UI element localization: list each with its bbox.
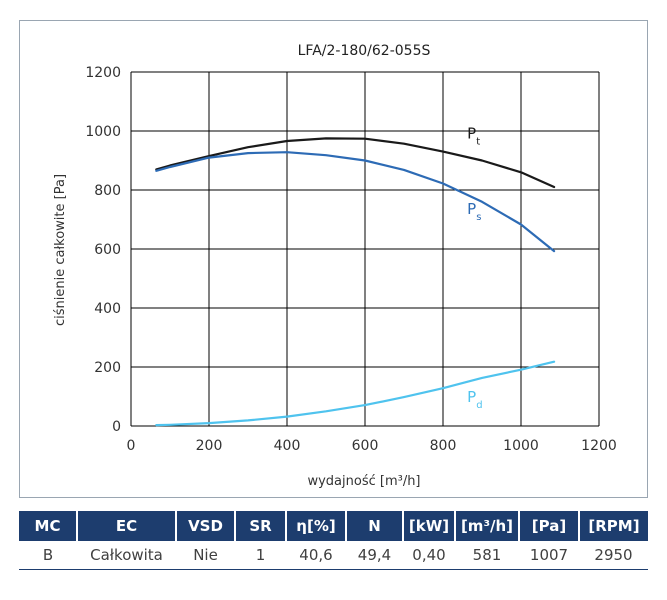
x-tick-label: 1200 <box>581 438 617 454</box>
header-n: N <box>346 511 404 541</box>
table-row: B Całkowita Nie 1 40,6 49,4 0,40 581 100… <box>19 541 648 570</box>
spec-table-header: MC EC VSD SR η[%] N [kW] [m³/h] [Pa] [RP… <box>19 511 648 541</box>
cell-efficiency: 40,6 <box>286 541 346 570</box>
x-tick-label: 200 <box>196 438 223 454</box>
header-mc: MC <box>19 511 78 541</box>
series-line-pt <box>155 137 556 189</box>
cell-pressure: 1007 <box>519 541 579 570</box>
x-axis-label: wydajność [m³/h] <box>307 474 420 489</box>
fan-curve-chart: 0 200 400 600 800 1000 1200 0 200 400 600 800 1000 12… <box>53 43 617 489</box>
cell-vsd: Nie <box>176 541 235 570</box>
y-tick-label: 200 <box>94 360 121 376</box>
header-flow: [m³/h] <box>455 511 520 541</box>
cell-flow: 581 <box>455 541 519 570</box>
chart-frame <box>19 20 648 498</box>
y-tick-label: 1200 <box>85 65 121 81</box>
header-sr: SR <box>235 511 287 541</box>
cell-n: 49,4 <box>346 541 403 570</box>
cell-mc: B <box>19 541 77 570</box>
x-tick-label: 1000 <box>503 438 539 454</box>
x-tick-label: 0 <box>127 438 136 454</box>
header-efficiency: η[%] <box>286 511 347 541</box>
series-line-ps <box>155 151 556 253</box>
chart-title: LFA/2-180/62-055S <box>298 43 431 59</box>
y-tick-label: 0 <box>112 419 121 435</box>
header-power: [kW] <box>403 511 456 541</box>
header-ec: EC <box>77 511 177 541</box>
x-tick-label: 600 <box>352 438 379 454</box>
x-tick-label: 400 <box>274 438 301 454</box>
spec-table: MC EC VSD SR η[%] N [kW] [m³/h] [Pa] [RP… <box>19 511 648 570</box>
cell-rpm: 2950 <box>579 541 648 570</box>
y-tick-label: 400 <box>94 301 121 317</box>
cell-ec: Całkowita <box>77 541 176 570</box>
y-tick-label: 1000 <box>85 124 121 140</box>
series-label-ps: Ps <box>467 200 481 223</box>
series-label-pt: Pt <box>467 124 480 147</box>
y-axis-label: ciśnienie całkowite [Pa] <box>53 174 68 326</box>
header-rpm: [RPM] <box>579 511 648 541</box>
header-vsd: VSD <box>176 511 236 541</box>
y-tick-label: 800 <box>94 183 121 199</box>
cell-sr: 1 <box>235 541 286 570</box>
x-tick-label: 800 <box>430 438 457 454</box>
series-line-pd <box>155 360 556 427</box>
y-tick-label: 600 <box>94 242 121 258</box>
header-pressure: [Pa] <box>519 511 580 541</box>
cell-power: 0,40 <box>403 541 455 570</box>
series-label-pd: Pd <box>467 388 482 411</box>
